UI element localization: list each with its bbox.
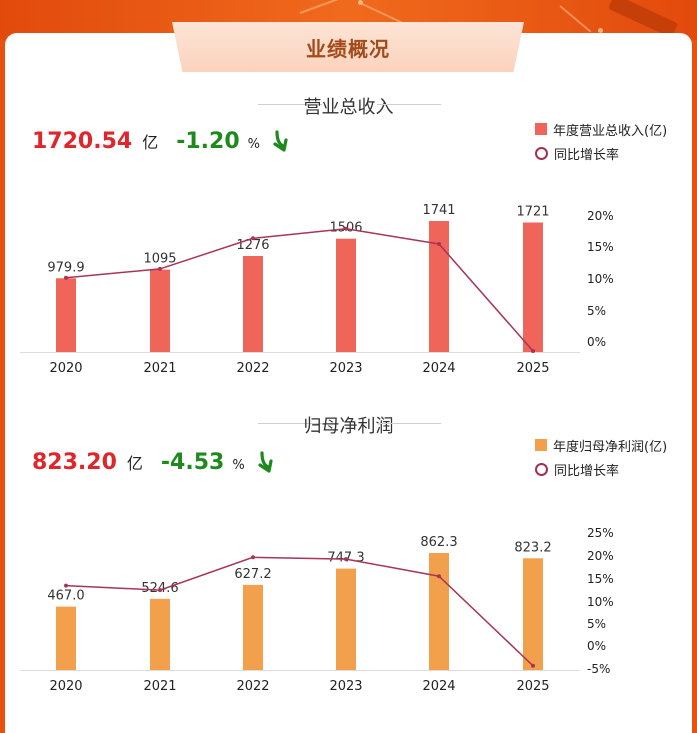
bar: [150, 269, 170, 352]
revenue-kpi-value: 1720.54: [32, 129, 133, 154]
bar: [243, 255, 263, 352]
x-tick-label: 2023: [329, 679, 362, 694]
legend-item-line[interactable]: 同比增长率: [535, 141, 667, 165]
y-tick-label: 15%: [587, 572, 614, 586]
data-label: 823.2: [514, 540, 551, 555]
arrow-down-icon: [273, 129, 288, 152]
x-tick-label: 2024: [422, 361, 455, 376]
y-tick-label: 0%: [587, 639, 606, 653]
profit-kpi-unit: 亿: [126, 454, 143, 473]
bar: [336, 568, 356, 670]
growth-point: [64, 275, 68, 280]
legend-swatch: [535, 123, 547, 135]
profit-legend: 年度归母净利润(亿) 同比增长率: [535, 433, 667, 481]
legend-label: 同比增长率: [554, 147, 620, 163]
revenue-section-title: 营业总收入: [303, 97, 394, 118]
data-label: 1095: [143, 252, 176, 267]
growth-point: [158, 266, 162, 271]
data-label: 467.0: [47, 589, 84, 604]
legend-label: 同比增长率: [554, 463, 620, 479]
x-tick-label: 2024: [422, 679, 455, 694]
profit-kpi: 823.20 亿 -4.53 %: [32, 450, 275, 475]
legend-item-line[interactable]: 同比增长率: [535, 457, 667, 481]
revenue-kpi-change: -1.20: [176, 129, 240, 154]
y-tick-label: 20%: [587, 549, 614, 563]
growth-point: [531, 349, 535, 353]
bar: [429, 221, 449, 352]
x-tick-label: 2025: [516, 679, 549, 694]
data-label: 1741: [422, 203, 455, 218]
revenue-kpi: 1720.54 亿 -1.20 %: [32, 129, 290, 154]
title-divider-left: [258, 423, 322, 424]
legend-label: 年度营业总收入(亿): [553, 123, 668, 139]
growth-line: [65, 227, 534, 352]
bar: [150, 598, 170, 670]
bar: [336, 238, 356, 352]
profit-kpi-change-unit: %: [232, 458, 245, 473]
y-tick-label: 10%: [587, 595, 614, 609]
revenue-legend: 年度营业总收入(亿) 同比增长率: [535, 117, 667, 165]
bar: [243, 584, 263, 670]
growth-point: [251, 236, 255, 241]
bar: [56, 278, 76, 352]
y-tick-label: 5%: [587, 304, 606, 318]
x-tick-label: 2022: [236, 679, 269, 694]
legend-swatch: [535, 439, 547, 451]
legend-item-bar[interactable]: 年度归母净利润(亿): [535, 433, 667, 457]
legend-item-bar[interactable]: 年度营业总收入(亿): [535, 117, 667, 141]
profit-kpi-change: -4.53: [160, 450, 225, 475]
y-tick-label: 20%: [587, 209, 614, 223]
y-tick-label: 0%: [587, 335, 606, 349]
legend-marker: [535, 462, 548, 476]
y-tick-label: 25%: [587, 526, 614, 540]
profit-kpi-value: 823.20: [32, 450, 117, 475]
x-tick-label: 2021: [143, 361, 176, 376]
arrow-down-icon: [258, 450, 273, 473]
title-divider-left: [258, 104, 322, 105]
x-tick-label: 2023: [329, 361, 362, 376]
bar: [523, 558, 543, 670]
growth-point: [531, 663, 535, 668]
x-tick-label: 2020: [49, 361, 82, 376]
revenue-kpi-unit: 亿: [142, 133, 159, 152]
data-label: 862.3: [420, 535, 457, 550]
y-tick-label: 10%: [587, 272, 614, 286]
x-tick-label: 2022: [236, 361, 269, 376]
data-label: 627.2: [234, 567, 271, 582]
y-tick-label: 15%: [587, 240, 614, 254]
x-tick-label: 2020: [49, 679, 82, 694]
growth-line: [65, 556, 534, 667]
page-title: 业绩概况: [306, 37, 390, 61]
legend-label: 年度归母净利润(亿): [553, 439, 668, 455]
bar: [429, 553, 449, 670]
title-divider-right: [377, 104, 441, 105]
growth-point: [344, 226, 348, 231]
bar: [56, 606, 76, 670]
x-tick-label: 2021: [143, 679, 176, 694]
growth-point: [64, 583, 68, 588]
title-divider-right: [377, 423, 441, 424]
growth-point: [437, 574, 441, 579]
title-banner: [172, 22, 524, 72]
data-label: 1721: [516, 205, 549, 220]
growth-point: [158, 588, 162, 593]
profit-section-title: 归母净利润: [303, 416, 394, 437]
y-tick-label: 5%: [587, 617, 606, 631]
growth-point: [251, 555, 255, 560]
data-label: 979.9: [47, 260, 84, 275]
header-decoration: [598, 28, 603, 33]
revenue-kpi-change-unit: %: [247, 137, 260, 152]
x-tick-label: 2025: [516, 361, 549, 376]
legend-marker: [535, 146, 548, 160]
growth-point: [437, 242, 441, 247]
bar: [523, 222, 543, 352]
y-tick-label: -5%: [587, 662, 610, 676]
header-decoration: [358, 0, 363, 5]
growth-point: [344, 557, 348, 562]
